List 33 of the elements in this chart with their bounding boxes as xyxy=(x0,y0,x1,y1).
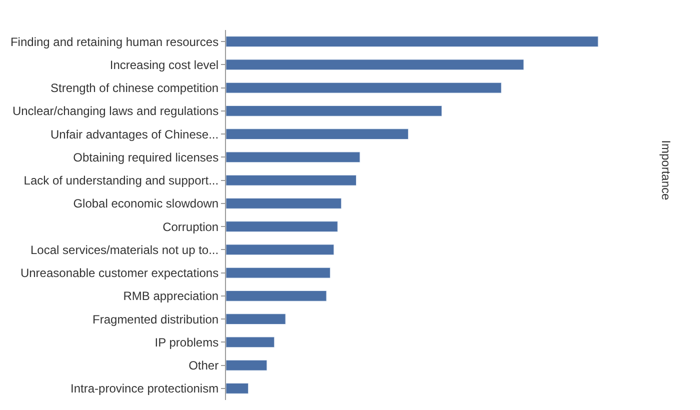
bar xyxy=(226,36,598,48)
y-tick-label: Intra-province protectionism xyxy=(70,382,219,396)
bar xyxy=(226,360,268,371)
y-tick-label: Increasing cost level xyxy=(110,58,219,72)
bar xyxy=(226,128,409,140)
text: Importance xyxy=(659,140,674,200)
y-tick-label: Finding and retaining human resources xyxy=(10,34,219,49)
bar xyxy=(226,59,524,70)
bar xyxy=(226,382,249,394)
y-tick-label: RMB appreciation xyxy=(123,289,219,304)
y-tick-label: Unreasonable customer expectations xyxy=(20,266,219,280)
y-tick-label: Global economic slowdown xyxy=(73,196,219,211)
bar xyxy=(226,267,330,278)
bar xyxy=(226,221,338,232)
y-tick-label: IP problems xyxy=(154,335,219,350)
bar xyxy=(226,198,342,209)
y-tick-label: Local services/materials not up to... xyxy=(30,242,219,257)
y-tick-label: Lack of understanding and support... xyxy=(24,174,219,188)
bar xyxy=(226,336,275,348)
y-tick-label: Obtaining required licenses xyxy=(73,150,219,164)
y-tick-label: Strength of chinese competition xyxy=(50,81,219,96)
bar xyxy=(226,105,442,116)
bar xyxy=(226,174,356,186)
bar xyxy=(226,290,327,302)
y-tick-label: Unfair advantages of Chinese... xyxy=(50,127,219,142)
y-tick-label: Fragmented distribution xyxy=(92,312,219,326)
bar xyxy=(226,152,360,163)
bar xyxy=(226,244,334,256)
bar xyxy=(226,82,502,94)
bar xyxy=(226,314,286,325)
y-tick-label: Unclear/changing laws and regulations xyxy=(12,104,219,118)
y-tick-label: Corruption xyxy=(162,220,219,234)
y-tick-label: Other xyxy=(188,358,219,373)
